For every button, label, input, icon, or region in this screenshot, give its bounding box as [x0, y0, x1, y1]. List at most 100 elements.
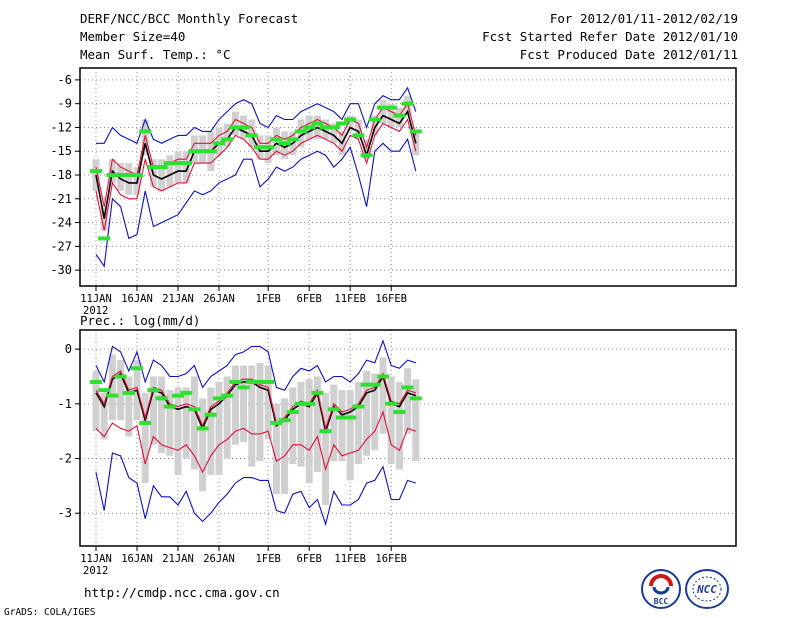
observed-marker — [131, 173, 143, 178]
observed-marker — [90, 169, 102, 174]
observed-marker — [393, 113, 406, 118]
observed-marker — [147, 165, 160, 170]
observed-marker — [204, 412, 217, 417]
spread-box — [166, 390, 174, 456]
observed-marker — [368, 382, 381, 387]
observed-marker — [385, 401, 398, 406]
footer-url[interactable]: http://cmdp.ncc.cma.gov.cn — [84, 585, 280, 600]
observed-marker — [229, 125, 242, 130]
observed-marker — [385, 105, 398, 110]
y-tick-label: -24 — [50, 216, 72, 230]
observed-marker — [188, 407, 201, 412]
observed-marker — [352, 404, 365, 409]
spread-box — [305, 379, 313, 484]
x-tick-label: 16JAN — [121, 293, 153, 305]
observed-marker — [295, 129, 307, 134]
observed-marker — [327, 407, 340, 412]
spread-box — [174, 151, 182, 183]
x-tick-label: 11FEB — [334, 293, 366, 305]
spread-box — [371, 115, 379, 136]
x-tick-label: 21JAN — [162, 293, 194, 305]
plot-frame — [79, 329, 737, 547]
observed-marker — [295, 401, 307, 406]
y-tick-label: 0 — [65, 342, 72, 356]
ensemble-mean-line — [95, 109, 417, 219]
spread-box — [190, 376, 198, 470]
observed-marker — [180, 161, 193, 166]
x-tick-label: 16JAN — [121, 553, 153, 565]
spread-box — [338, 390, 346, 462]
y-tick-label: -2 — [58, 452, 72, 466]
spread-box — [330, 123, 338, 144]
observed-marker — [409, 396, 422, 401]
observed-marker — [377, 105, 389, 110]
observed-marker — [188, 149, 201, 154]
observed-marker — [229, 379, 242, 384]
spread-box — [354, 381, 362, 464]
maximum-line — [96, 86, 417, 145]
x-tick-label: 26JAN — [203, 293, 235, 305]
spread-box — [256, 362, 264, 462]
spread-box — [379, 357, 387, 434]
spread-box — [281, 398, 289, 495]
observed-marker — [336, 415, 348, 420]
y-tick-label: -3 — [58, 506, 72, 520]
observed-marker — [98, 236, 111, 241]
observed-marker — [336, 121, 348, 126]
x-tick-label: 6FEB — [297, 553, 322, 565]
observed-marker — [172, 161, 184, 166]
observed-marker — [286, 137, 299, 142]
x-tick-label: 11JAN — [80, 553, 112, 565]
y-tick-label: -6 — [58, 73, 72, 87]
forecast-period: For 2012/01/11-2012/02/19 — [549, 11, 738, 26]
observed-marker — [122, 173, 135, 178]
forecast-produced-date: Fcst Produced Date 2012/01/11 — [519, 47, 738, 62]
ncc-logo: NCC — [685, 569, 729, 609]
observed-marker — [368, 117, 381, 122]
observed-marker — [262, 379, 275, 384]
observed-marker — [311, 121, 324, 126]
grads-credit: GrADS: COLA/IGES — [4, 607, 96, 618]
spread-box — [108, 354, 116, 421]
observed-marker — [139, 420, 152, 425]
y-tick-label: -30 — [50, 263, 72, 277]
y-tick-label: -1 — [58, 397, 72, 411]
spread-box — [379, 99, 387, 124]
observed-marker — [401, 101, 414, 106]
observed-marker — [155, 165, 168, 170]
x-tick-label: 16FEB — [375, 293, 407, 305]
observed-marker — [147, 388, 160, 393]
spread-box — [346, 115, 354, 132]
lower-spread-line — [95, 410, 416, 474]
observed-marker — [106, 173, 119, 178]
x-tick-label: 1FEB — [256, 293, 281, 305]
observed-marker — [213, 141, 225, 146]
bcc-logo: BCC — [641, 569, 681, 609]
ncc-logo-text: NCC — [696, 583, 717, 596]
spread-box — [223, 376, 231, 459]
observed-marker — [319, 429, 332, 434]
spread-box — [199, 398, 207, 492]
observed-marker — [377, 374, 389, 379]
spread-box — [141, 392, 149, 484]
spread-box — [395, 381, 403, 470]
observed-marker — [262, 145, 275, 150]
spread-box — [100, 392, 108, 440]
observed-marker — [401, 385, 414, 390]
observed-marker — [139, 129, 152, 134]
observed-marker — [303, 125, 316, 130]
chart-title: DERF/NCC/BCC Monthly Forecast — [80, 11, 299, 26]
spread-box — [117, 360, 125, 421]
spread-box — [166, 155, 174, 187]
temperature-panel: -6 -9 -12 -15 -18 -21 -24 -27 -30 11JAN 16JAN 21JAN… — [50, 67, 737, 317]
observed-marker — [344, 117, 357, 122]
lower-spread-line — [95, 118, 417, 231]
observed-marker — [131, 366, 143, 371]
y-tick-label: -18 — [50, 168, 72, 182]
observed-marker — [270, 420, 283, 425]
spread-box — [158, 159, 166, 191]
precipitation-panel: 0 -1 -2 -3 11JAN 16JAN 21JAN 26JAN 1FEB 6FEB 11FEB… — [58, 329, 737, 577]
minimum-line — [95, 137, 417, 268]
spread-box — [92, 371, 100, 432]
spread-box — [149, 376, 157, 445]
